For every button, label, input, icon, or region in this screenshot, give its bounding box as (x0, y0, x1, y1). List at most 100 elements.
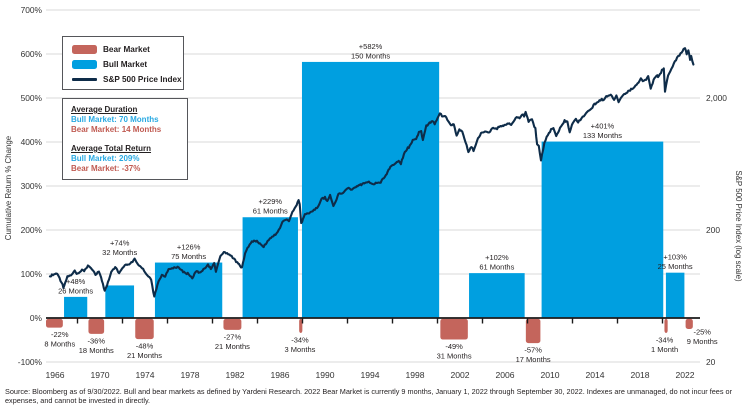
bull-duration-annotation: 25 Months (658, 262, 693, 271)
bull-return-annotation: +401% (591, 122, 615, 131)
x-axis-year-label: 2018 (630, 370, 649, 380)
legend-item-bear-market: Bear Market (72, 42, 183, 57)
bear-duration-annotation: 21 Months (215, 342, 250, 351)
bull-return-annotation: +102% (485, 253, 509, 262)
x-axis-year-label: 2006 (495, 370, 514, 380)
bear-return-annotation: -27% (224, 332, 242, 341)
bull-duration-annotation: 61 Months (253, 207, 288, 216)
legend-item-sp500-line: S&P 500 Price Index (72, 72, 183, 87)
bull-duration-annotation: 150 Months (351, 51, 390, 60)
y-right-tick-label: 2,000 (706, 93, 727, 103)
bull-duration-annotation: 61 Months (479, 263, 514, 272)
bull-market-bar (154, 262, 223, 318)
bull-duration-annotation: 75 Months (171, 252, 206, 261)
bear-duration-annotation: 1 Month (651, 345, 678, 354)
x-axis-year-label: 1982 (225, 370, 244, 380)
bear-return-annotation: -48% (136, 342, 154, 351)
x-axis-year-label: 1966 (45, 370, 64, 380)
x-axis-year-label: 2010 (540, 370, 559, 380)
bear-return-annotation: -25% (693, 328, 711, 337)
source-note: Source: Bloomberg as of 9/30/2022. Bull … (5, 387, 733, 406)
bull-market-swatch-icon (72, 60, 97, 69)
bull-duration-annotation: 32 Months (102, 248, 137, 257)
bear-duration-annotation: 21 Months (127, 351, 162, 360)
y-left-tick-label: 200% (21, 225, 43, 235)
bear-duration-annotation: 3 Months (285, 345, 316, 354)
y-right-tick-label: 20 (706, 357, 716, 367)
bull-return-annotation: +582% (359, 42, 383, 51)
bull-market-bar (665, 272, 685, 318)
y-left-tick-label: -100% (18, 357, 43, 367)
bull-return-annotation: +48% (66, 277, 86, 286)
bull-return-annotation: +229% (258, 197, 282, 206)
bear-duration-annotation: 9 Months (687, 337, 718, 346)
x-axis-year-label: 1986 (270, 370, 289, 380)
y-left-tick-label: 700% (21, 5, 43, 15)
x-axis-year-label: 1974 (135, 370, 154, 380)
bull-return-annotation: +74% (110, 238, 130, 247)
bear-market-bar (525, 318, 541, 344)
bear-market-bar (88, 318, 105, 334)
bull-market-bar (301, 61, 440, 318)
bull-market-bar (242, 217, 298, 318)
bear-market-bar (440, 318, 468, 340)
bear-market-bar (46, 318, 63, 328)
legend-label: Bear Market (103, 45, 150, 54)
averages-info-box: Average Duration Bull Market: 70 Months … (62, 98, 188, 180)
bear-market-swatch-icon (72, 45, 97, 54)
legend-label: S&P 500 Price Index (103, 75, 182, 84)
average-return-title: Average Total Return (71, 144, 152, 153)
bear-market-bar (664, 318, 668, 333)
bear-return-annotation: -22% (51, 330, 69, 339)
x-axis-year-label: 1970 (90, 370, 109, 380)
bear-duration-annotation: 18 Months (79, 346, 114, 355)
bear-return-annotation: -49% (445, 342, 463, 351)
bear-return-annotation: -57% (524, 346, 542, 355)
y-left-tick-label: 0% (30, 313, 43, 323)
bear-market-bar (685, 318, 693, 329)
bear-return-annotation: -34% (656, 335, 674, 344)
x-axis-year-label: 1990 (315, 370, 334, 380)
bull-market-bar (105, 285, 135, 318)
legend-item-bull-market: Bull Market (72, 57, 183, 72)
y-right-tick-label: 200 (706, 225, 720, 235)
y-left-tick-label: 300% (21, 181, 43, 191)
bear-return-annotation: -36% (88, 336, 106, 345)
x-axis-year-label: 2022 (675, 370, 694, 380)
bear-market-bar (135, 318, 154, 340)
average-duration-bear: Bear Market: 14 Months (71, 125, 162, 134)
legend: Bear Market Bull Market S&P 500 Price In… (62, 36, 184, 90)
average-return-bear: Bear Market: -37% (71, 164, 141, 173)
bull-return-annotation: +126% (177, 243, 201, 252)
bear-duration-annotation: 8 Months (44, 340, 75, 349)
bull-market-bar (541, 141, 664, 318)
y-right-axis-title: S&P 500 Price Index (log scale) (734, 170, 743, 282)
bull-duration-annotation: 26 Months (58, 286, 93, 295)
bear-market-bar (299, 318, 303, 333)
y-left-tick-label: 600% (21, 49, 43, 59)
sp500-price-line (48, 47, 695, 298)
bear-duration-annotation: 31 Months (437, 352, 472, 361)
bear-duration-annotation: 17 Months (516, 355, 551, 364)
y-left-tick-label: 500% (21, 93, 43, 103)
y-left-axis-title: Cumulative Return % Change (4, 135, 13, 240)
average-return-bull: Bull Market: 209% (71, 154, 140, 163)
average-duration-bull: Bull Market: 70 Months (71, 115, 159, 124)
bear-return-annotation: -34% (291, 335, 309, 344)
x-axis-year-label: 2014 (585, 370, 604, 380)
x-axis-year-label: 1978 (180, 370, 199, 380)
x-axis-year-label: 1998 (405, 370, 424, 380)
sp500-line-swatch-icon (72, 78, 97, 81)
y-left-tick-label: 400% (21, 137, 43, 147)
bull-market-bar (64, 296, 88, 318)
bull-duration-annotation: 133 Months (583, 131, 622, 140)
x-axis-year-label: 2002 (450, 370, 469, 380)
bull-market-bar (469, 273, 525, 318)
bear-market-bar (223, 318, 242, 330)
legend-label: Bull Market (103, 60, 148, 69)
x-axis-year-label: 1994 (360, 370, 379, 380)
y-left-tick-label: 100% (21, 269, 43, 279)
average-duration-title: Average Duration (71, 105, 138, 114)
